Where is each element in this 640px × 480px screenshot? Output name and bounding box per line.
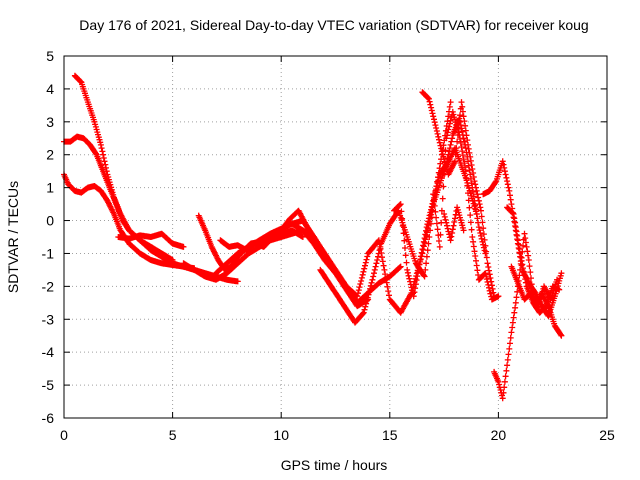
series-markers [115, 230, 187, 250]
data-series [441, 204, 467, 244]
series-markers [289, 217, 404, 306]
series-markers [508, 263, 560, 313]
data-series [508, 263, 560, 313]
y-tick-label: -6 [42, 410, 55, 426]
data-series [430, 108, 502, 303]
data-points [61, 72, 565, 402]
y-tick-label: 0 [46, 213, 54, 229]
data-series [115, 230, 187, 250]
y-tick-label: -2 [42, 278, 55, 294]
y-tick-label: -4 [42, 344, 55, 360]
x-tick-label: 20 [491, 427, 507, 443]
series-markers [61, 171, 198, 272]
x-tick-label: 25 [599, 427, 615, 443]
y-tick-label: -5 [42, 377, 55, 393]
y-tick-label: 3 [46, 114, 54, 130]
series-markers [430, 108, 502, 303]
data-series [61, 171, 198, 272]
x-tick-label: 15 [382, 427, 398, 443]
x-tick-label: 0 [60, 427, 68, 443]
y-tick-label: 2 [46, 147, 54, 163]
axis-ticks: 0 5 10 15 20 25 -6 -5 -4 -3 -2 -1 0 1 2 3 4 5 [42, 48, 615, 443]
plot-frame [63, 55, 608, 419]
series-markers [441, 204, 467, 244]
y-tick-label: -1 [42, 245, 55, 261]
y-tick-label: -3 [42, 311, 55, 327]
data-series [61, 133, 176, 263]
data-series [289, 217, 404, 306]
y-axis-label: SDTVAR / TECUs [5, 181, 21, 293]
data-series [419, 89, 498, 300]
data-series [491, 230, 565, 402]
y-tick-label: 5 [46, 48, 54, 64]
y-tick-label: 4 [46, 81, 54, 97]
x-tick-label: 5 [169, 427, 177, 443]
series-markers [61, 133, 176, 263]
x-tick-label: 10 [273, 427, 289, 443]
series-markers [491, 230, 565, 402]
chart-title: Day 176 of 2021, Sidereal Day-to-day VTE… [79, 17, 588, 33]
x-axis-label: GPS time / hours [281, 457, 388, 473]
y-tick-label: 1 [46, 180, 54, 196]
series-markers [419, 89, 498, 300]
